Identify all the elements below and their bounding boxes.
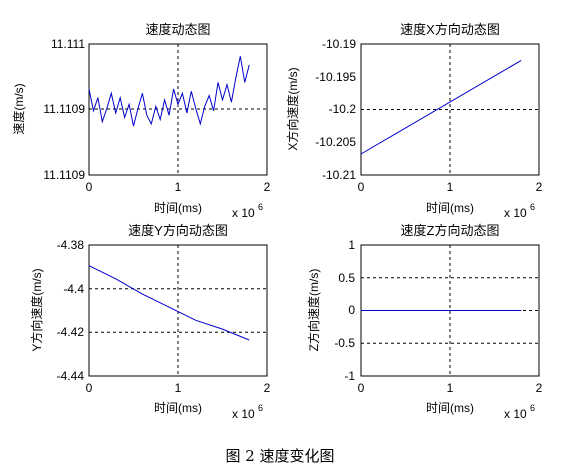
y-tick-label: 11.1109 [43, 168, 85, 182]
y-tick-label: -4.38 [57, 238, 85, 252]
x-multiplier-exponent: 6 [530, 403, 535, 413]
x-tick-label: 1 [447, 381, 454, 395]
x-axis-label: 时间(ms) [426, 201, 474, 215]
x-tick-label: 1 [175, 180, 182, 194]
x-tick-label: 2 [536, 381, 543, 395]
series-line [88, 265, 250, 341]
x-axis-label: 时间(ms) [426, 401, 474, 415]
y-tick-label: -10.21 [322, 168, 356, 182]
y-tick-label: -4.42 [57, 325, 85, 339]
chart-title: 速度Z方向动态图 [401, 223, 500, 238]
y-tick-label: -10.2 [329, 102, 357, 116]
chart-speed-x: 速度X方向动态图 -10.19 -10.195 -10.2 -10.205 -1… [285, 22, 543, 220]
y-axis-label: X方向速度(m/s) [285, 67, 300, 150]
x-multiplier-exponent: 6 [258, 403, 263, 413]
chart-title: 速度动态图 [145, 22, 210, 37]
y-tick-label: -4.4 [63, 282, 84, 296]
x-tick-label: 0 [358, 381, 365, 395]
x-tick-label: 0 [86, 180, 93, 194]
chart-speed-y: 速度Y方向动态图 -4.38 -4.4 -4.42 -4.44 0 1 2 时间… [29, 223, 271, 421]
x-axis-label: 时间(ms) [154, 401, 202, 415]
y-tick-label: 11.111 [51, 37, 85, 51]
x-multiplier: x 10 [504, 206, 527, 220]
x-multiplier-exponent: 6 [258, 202, 263, 212]
x-tick-label: 2 [536, 180, 543, 194]
chart-speed: 速度动态图 11.111 11.1109 11.1109 0 1 2 时间(ms… [11, 22, 271, 220]
x-tick-label: 0 [358, 180, 365, 194]
x-multiplier: x 10 [232, 206, 255, 220]
series-line [360, 59, 522, 155]
y-tick-label: -10.195 [315, 70, 356, 84]
chart-title: 速度Y方向动态图 [128, 223, 228, 238]
y-tick-label: -4.44 [57, 369, 85, 383]
y-tick-label: 11.1109 [43, 102, 85, 116]
x-tick-label: 1 [447, 180, 454, 194]
y-tick-label: -0.5 [334, 336, 355, 350]
y-tick-label: -1 [344, 369, 355, 383]
x-tick-label: 2 [264, 180, 271, 194]
chart-title: 速度X方向动态图 [400, 22, 500, 37]
chart-speed-z: 速度Z方向动态图 1 0.5 0 -0.5 -1 0 1 2 时间(ms) x … [306, 223, 543, 421]
y-tick-label: 0.5 [338, 271, 355, 285]
y-tick-label: 0 [348, 303, 355, 317]
x-tick-label: 1 [175, 381, 182, 395]
y-tick-label: 1 [348, 238, 355, 252]
y-tick-label: -10.205 [315, 135, 356, 149]
x-tick-label: 0 [86, 381, 93, 395]
y-axis-label: Y方向速度(m/s) [29, 268, 44, 351]
x-multiplier: x 10 [232, 407, 255, 421]
y-axis-label: Z方向速度(m/s) [306, 269, 321, 352]
series-line [88, 56, 250, 127]
y-axis-label: 速度(m/s) [11, 83, 26, 134]
x-tick-label: 2 [264, 381, 271, 395]
x-axis-label: 时间(ms) [154, 201, 202, 215]
x-multiplier: x 10 [504, 407, 527, 421]
x-multiplier-exponent: 6 [530, 202, 535, 212]
y-tick-label: -10.19 [322, 37, 356, 51]
figure-caption: 图 2 速度变化图 [225, 447, 334, 465]
